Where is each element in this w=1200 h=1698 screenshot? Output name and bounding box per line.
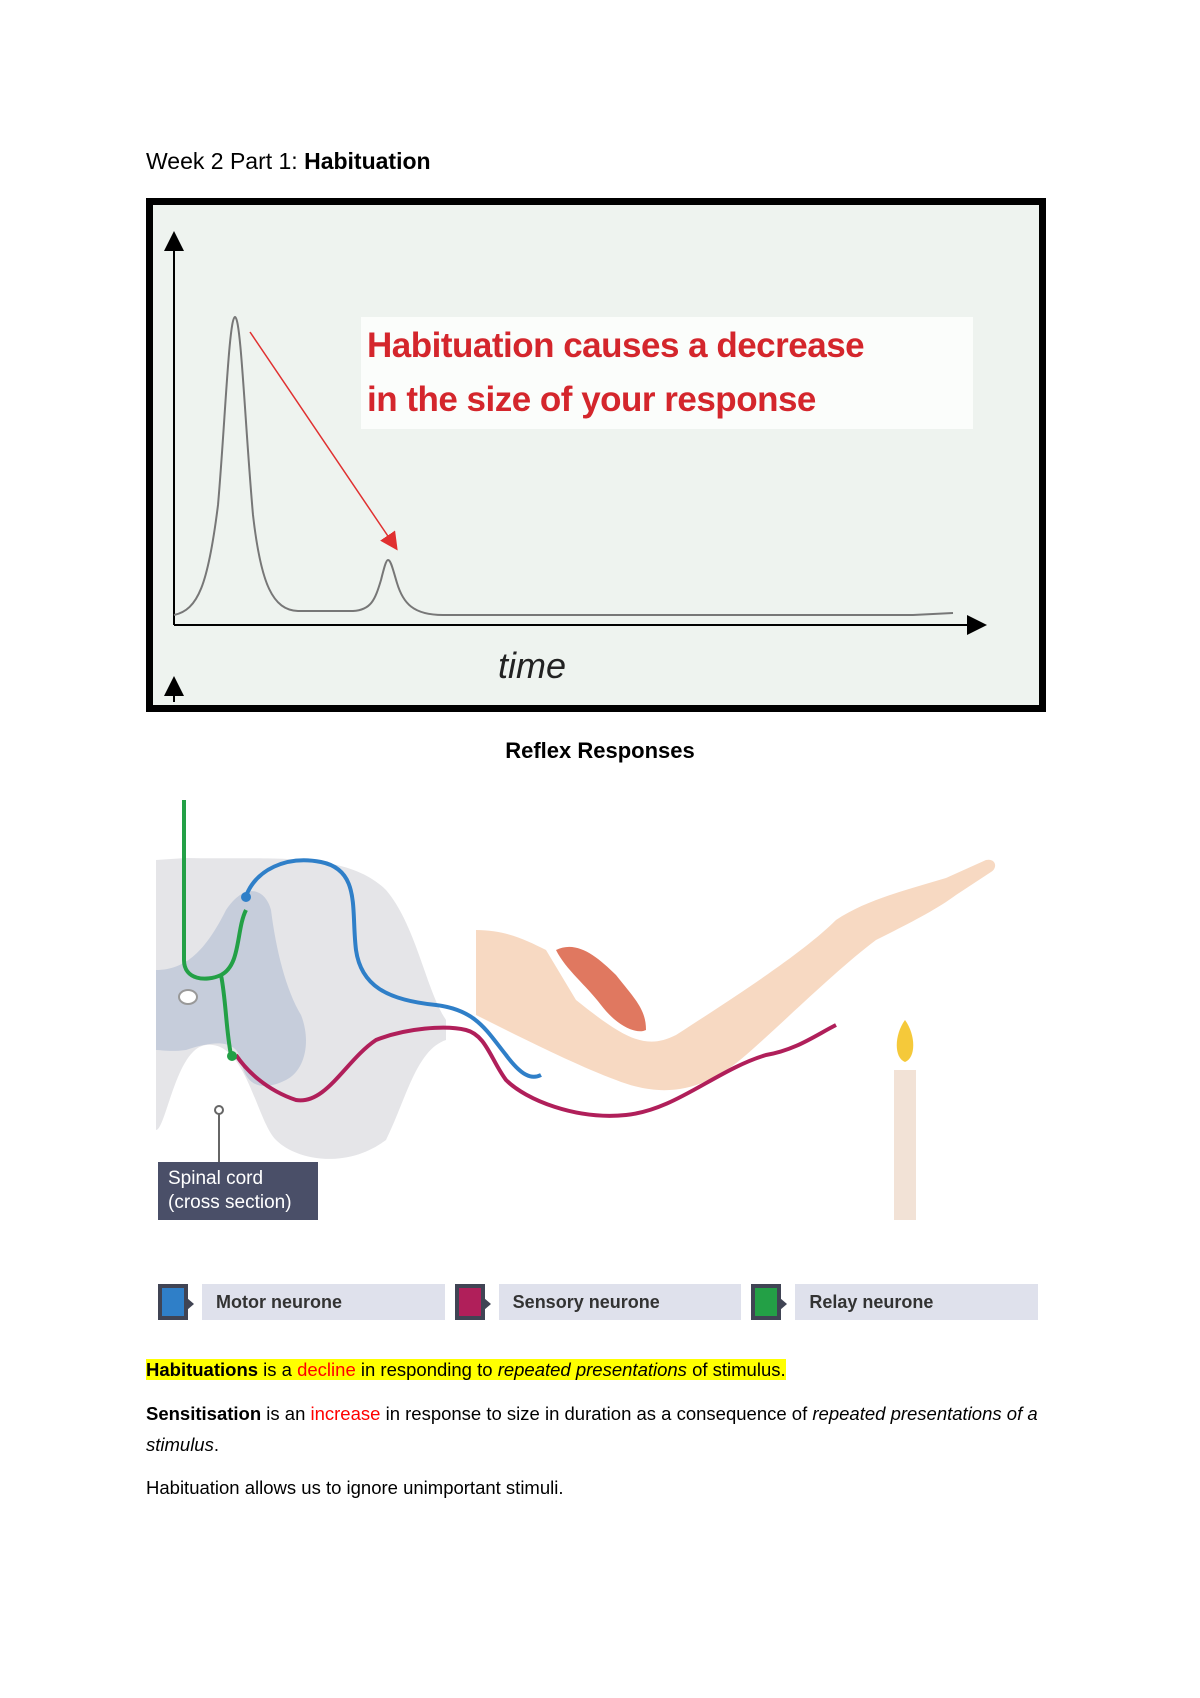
term: Sensitisation: [146, 1403, 262, 1424]
emphasis-italic: repeated presentations: [497, 1359, 687, 1380]
motor-neurone: [244, 858, 542, 1079]
legend-item-sensory: Sensory neurone: [454, 1284, 742, 1320]
muscle: [556, 946, 646, 1032]
text: of stimulus.: [686, 1359, 786, 1380]
page-title: Week 2 Part 1: Habituation: [146, 148, 431, 175]
sensory-neurone: [234, 1023, 837, 1118]
title-prefix: Week 2 Part 1:: [146, 148, 305, 174]
term: Habituations: [146, 1359, 259, 1380]
callout-text: Habituation causes a decrease in the siz…: [361, 317, 973, 429]
candle-flame: [896, 1020, 914, 1062]
legend-label: Sensory neurone: [498, 1284, 742, 1320]
x-axis-label: time: [498, 645, 567, 686]
title-bold: Habituation: [304, 148, 431, 174]
habituation-purpose: Habituation allows us to ignore unimport…: [146, 1477, 564, 1498]
reflex-arc-illustration: [156, 750, 996, 1220]
reflex-arc-diagram: Spinal cord (cross section) Motor neuron…: [146, 750, 1046, 1340]
legend-label: Motor neurone: [202, 1284, 445, 1320]
response-curve-chart: [164, 231, 987, 702]
candle: [894, 1070, 916, 1220]
relay-neurone: [182, 770, 248, 1056]
decrease-arrow: [249, 331, 398, 551]
motor-swatch-icon: [158, 1284, 194, 1320]
habituation-definition: Habituations is a decline in responding …: [146, 1354, 1046, 1385]
sensory-swatch-icon: [454, 1284, 491, 1320]
emphasis-italic: repeated presentations of a stimulus: [146, 1403, 1038, 1455]
legend-label: Relay neurone: [795, 1284, 1039, 1320]
text: in response to size in duration as a con…: [380, 1403, 813, 1424]
legend-item-motor: Motor neurone: [158, 1284, 445, 1320]
callout-line-1: Habituation causes a decrease: [367, 326, 865, 365]
text: is a: [258, 1359, 298, 1380]
response-curve: [173, 315, 954, 616]
emphasis-red: decline: [297, 1359, 356, 1380]
sensitisation-definition: Sensitisation is an increase in response…: [146, 1398, 1046, 1460]
arm: [476, 859, 996, 1091]
neurone-legend: Motor neurone Sensory neurone Relay neur…: [158, 1284, 1039, 1320]
callout-line-2: in the size of your response: [367, 380, 816, 419]
relay-swatch-icon: [751, 1284, 788, 1320]
spinal-cord-label: Spinal cord (cross section): [158, 1162, 318, 1220]
text: in responding to: [355, 1359, 498, 1380]
section-heading: Reflex Responses: [505, 738, 695, 763]
central-canal: [178, 989, 198, 1005]
habituation-graph: Habituation causes a decrease in the siz…: [146, 198, 1046, 712]
text: is an: [261, 1403, 311, 1424]
emphasis-red: increase: [310, 1403, 381, 1424]
spinal-label-line-2: (cross section): [168, 1192, 292, 1213]
legend-item-relay: Relay neurone: [751, 1284, 1039, 1320]
spinal-cord-grey-matter: [156, 891, 306, 1086]
text: .: [213, 1434, 219, 1455]
spinal-label-line-1: Spinal cord: [168, 1168, 264, 1189]
